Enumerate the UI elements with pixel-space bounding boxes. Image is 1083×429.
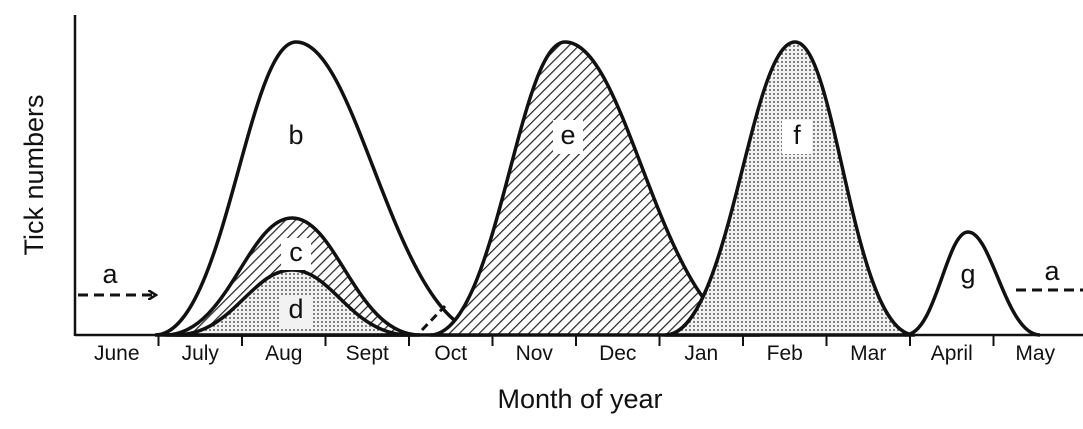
month-label: Aug [265,342,302,365]
curve-label: c [289,237,303,267]
curve-g [904,230,1041,337]
curve-label: g [960,259,975,289]
curve-e [429,40,761,337]
month-label: April [931,342,973,365]
month-label: Jan [684,342,718,365]
month-label: June [94,342,140,365]
month-label: July [182,342,220,365]
month-label: Sept [346,342,389,365]
curve-label: a [1044,256,1060,286]
curve-label: f [793,120,801,150]
month-label: Feb [767,342,803,365]
label-bg [281,296,311,328]
month-label: May [1015,342,1055,365]
curve-label: a [102,259,118,289]
month-label: Mar [850,342,886,365]
curve-b [154,40,491,337]
curve-label: d [288,294,303,324]
dashed-link [420,304,447,332]
label-bg [553,120,583,154]
month-label: Dec [599,342,636,365]
y-axis-label: Tick numbers [19,94,49,255]
label-bg [782,120,812,154]
x-axis-label: Month of year [497,384,662,414]
curve-label: e [560,120,575,150]
month-label: Oct [434,342,467,365]
curve-label: b [288,120,303,150]
label-bg [281,238,311,270]
curve-f [664,40,916,337]
month-label: Nov [516,342,554,365]
